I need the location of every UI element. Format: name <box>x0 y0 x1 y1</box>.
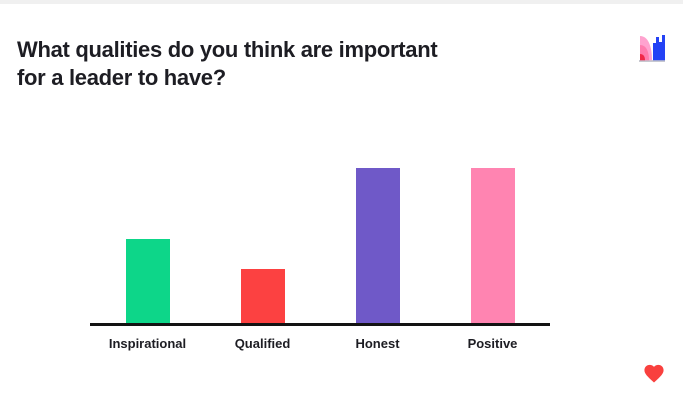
bar-slot-inspirational <box>90 168 205 323</box>
logo-arc-red <box>640 54 645 61</box>
category-label-inspirational: Inspirational <box>108 336 187 351</box>
bar-qualified <box>240 269 285 323</box>
bar-slot-honest <box>320 168 435 323</box>
heart-icon <box>644 364 664 383</box>
category-label-positive: Positive <box>467 336 518 351</box>
mentimeter-logo-icon <box>639 35 665 62</box>
bar-slot-qualified <box>205 168 320 323</box>
question-title: What qualities do you think are importan… <box>17 36 438 92</box>
x-axis-line <box>90 323 550 326</box>
bar-positive <box>470 168 515 323</box>
bar-inspirational <box>125 239 170 323</box>
category-label-qualified: Qualified <box>234 336 291 351</box>
question-title-line2: for a leader to have? <box>17 65 226 90</box>
bar-honest <box>355 168 400 323</box>
top-edge-strip <box>0 0 683 4</box>
bar-chart: Inspirational Qualified Honest Positive <box>90 168 550 351</box>
category-labels: Inspirational Qualified Honest Positive <box>90 336 550 351</box>
question-title-line1: What qualities do you think are importan… <box>17 37 438 62</box>
bar-slot-positive <box>435 168 550 323</box>
logo-stairs-blue <box>653 35 665 61</box>
bar-series <box>90 168 550 323</box>
category-label-honest: Honest <box>355 336 400 351</box>
